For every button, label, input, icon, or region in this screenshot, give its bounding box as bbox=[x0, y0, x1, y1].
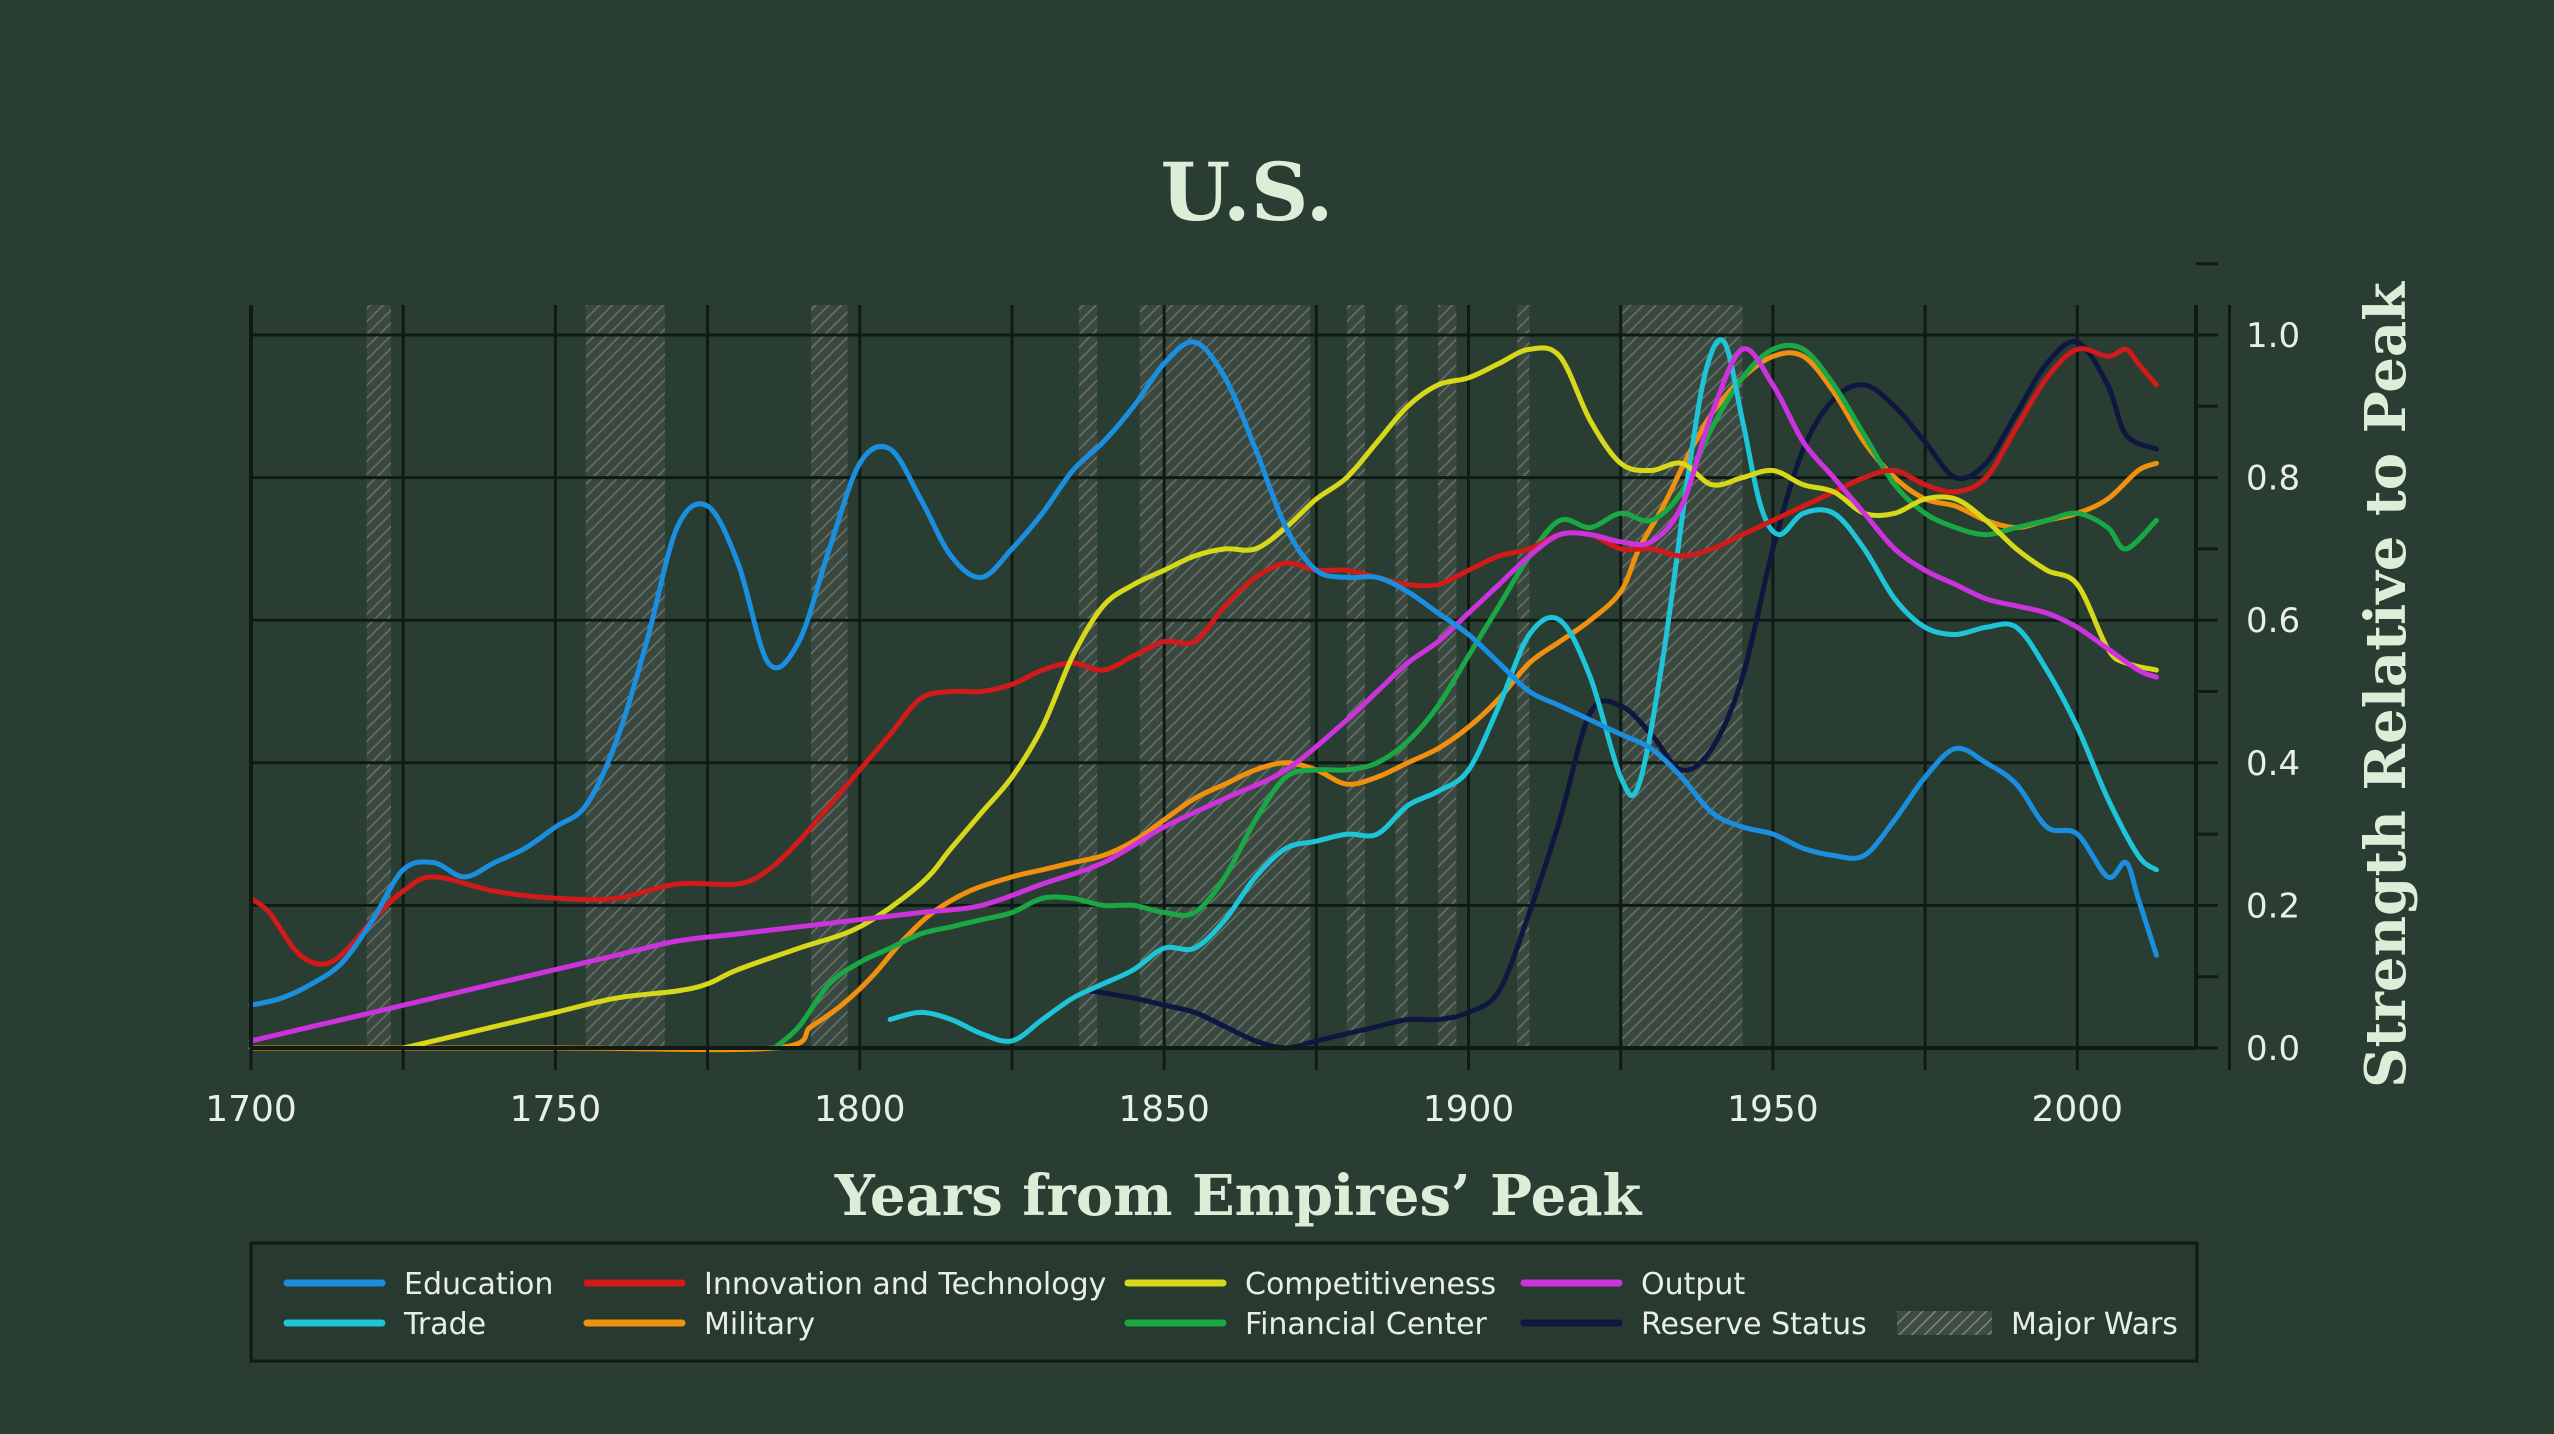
y-tick-label: 0.2 bbox=[2246, 886, 2300, 926]
series-line-military bbox=[248, 350, 2159, 1053]
legend-label: Innovation and Technology bbox=[704, 1267, 1106, 1302]
legend-label: Financial Center bbox=[1245, 1307, 1488, 1342]
legend-label: Trade bbox=[403, 1307, 486, 1342]
y-axis-label: Strength Relative to Peak bbox=[2353, 281, 2419, 1088]
major-war-band bbox=[366, 305, 392, 1048]
axes-layer: 1700 1750 1800 1850 1900 1950 2000 0.0 0.2 0.4 0.6… bbox=[205, 262, 2300, 1130]
series-line-competitiveness bbox=[400, 345, 2159, 1051]
x-tick-label: 2000 bbox=[2031, 1089, 2123, 1130]
legend: Education Innovation and Technology Compet… bbox=[283, 1267, 2178, 1342]
y-tick-label: 0.8 bbox=[2246, 459, 2300, 499]
major-war-band bbox=[1139, 305, 1311, 1048]
chart-title: U.S. bbox=[1160, 145, 1333, 239]
series-line-financial-center bbox=[772, 342, 2159, 1051]
y-tick-label: 0.0 bbox=[2246, 1029, 2300, 1069]
x-tick-label: 1850 bbox=[1118, 1089, 1210, 1130]
legend-label: Reserve Status bbox=[1641, 1307, 1867, 1342]
legend-label: Output bbox=[1641, 1267, 1745, 1302]
legend-label: Military bbox=[704, 1307, 815, 1342]
x-tick-label: 1750 bbox=[510, 1089, 602, 1130]
series-line-education bbox=[248, 339, 2159, 1008]
major-war-band bbox=[1620, 305, 1743, 1048]
legend-label: Education bbox=[404, 1267, 553, 1302]
legend-label-major-wars: Major Wars bbox=[2011, 1307, 2178, 1342]
legend-swatch-major-wars bbox=[1897, 1311, 1992, 1335]
series-line-innovation-and-technology bbox=[248, 346, 2159, 967]
x-tick-label: 1700 bbox=[205, 1089, 297, 1130]
series-line-output bbox=[248, 346, 2159, 1044]
x-tick-label: 1950 bbox=[1727, 1089, 1819, 1130]
y-tick-label: 1.0 bbox=[2246, 316, 2300, 356]
y-tick-label: 0.4 bbox=[2246, 744, 2300, 784]
major-war-band bbox=[1078, 305, 1098, 1048]
x-tick-label: 1800 bbox=[814, 1089, 906, 1130]
major-war-band bbox=[1438, 305, 1457, 1048]
x-axis-label: Years from Empires’ Peak bbox=[834, 1163, 1643, 1229]
series-line-trade bbox=[887, 337, 2159, 1044]
major-war-band bbox=[585, 305, 665, 1048]
y-tick-label: 0.6 bbox=[2246, 601, 2300, 641]
major-war-band bbox=[1517, 305, 1530, 1048]
major-war-band bbox=[1346, 305, 1366, 1048]
legend-box bbox=[249, 1241, 2199, 1363]
x-tick-label: 1900 bbox=[1423, 1089, 1515, 1130]
series-lines-layer bbox=[248, 337, 2159, 1053]
major-wars-layer bbox=[366, 305, 1743, 1048]
legend-label: Competitiveness bbox=[1245, 1267, 1496, 1302]
major-war-band bbox=[1395, 305, 1408, 1048]
